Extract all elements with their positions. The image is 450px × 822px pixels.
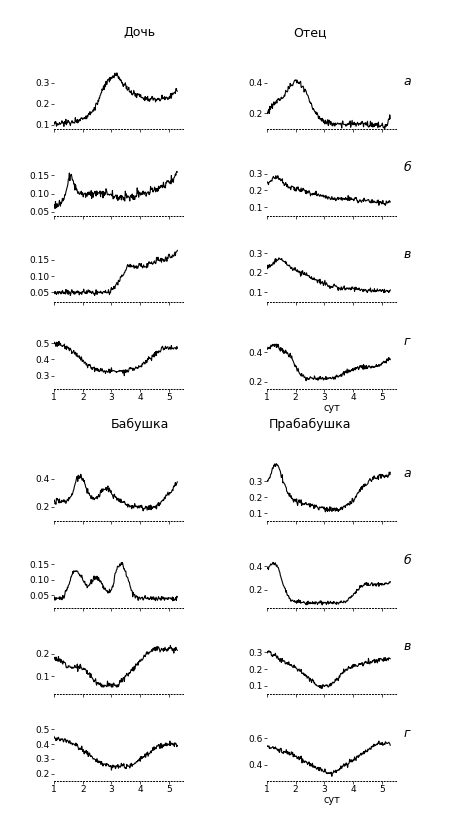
Text: Прабабушка: Прабабушка	[269, 418, 352, 431]
Text: г: г	[404, 727, 410, 740]
Text: Дочь: Дочь	[123, 25, 156, 39]
Text: в: в	[404, 248, 411, 261]
X-axis label: сут: сут	[323, 404, 340, 413]
Text: а: а	[404, 467, 411, 480]
Text: г: г	[404, 335, 410, 348]
X-axis label: сут: сут	[323, 796, 340, 806]
Text: б: б	[404, 161, 411, 174]
Text: Отец: Отец	[294, 25, 327, 39]
Text: в: в	[404, 640, 411, 653]
Text: б: б	[404, 553, 411, 566]
Text: Бабушка: Бабушка	[110, 418, 169, 431]
Text: а: а	[404, 75, 411, 88]
